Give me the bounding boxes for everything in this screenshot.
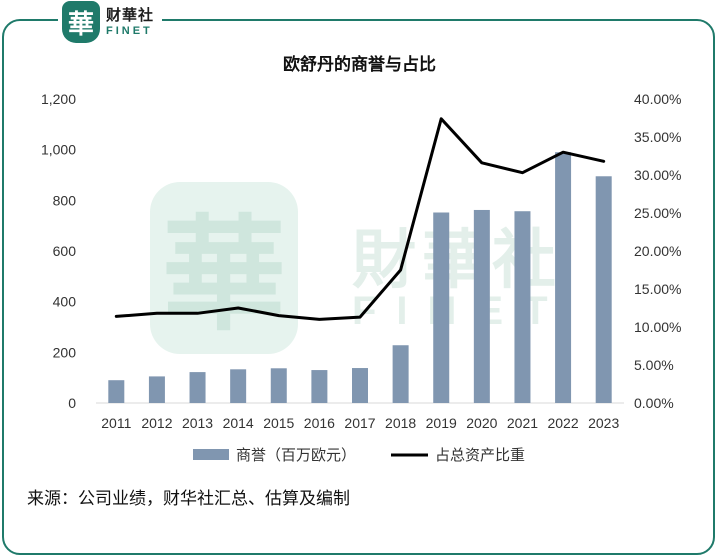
x-tick-label: 2012 [141,415,172,431]
x-tick-label: 2013 [182,415,213,431]
x-tick-label: 2017 [344,415,375,431]
x-tick-label: 2011 [101,415,131,431]
y-left-tick-label: 800 [53,192,77,208]
x-tick-label: 2022 [547,415,578,431]
x-tick-label: 2018 [385,415,416,431]
y-right-tick-label: 0.00% [634,395,674,411]
logo-glyph: 華 [67,9,94,40]
bar [148,376,165,403]
bar [352,368,368,403]
bar [473,209,490,403]
bar [392,345,409,403]
x-tick-label: 2015 [263,415,294,431]
finet-logo: 華 财華社 FINET [58,0,163,44]
y-left-tick-label: 200 [53,344,77,360]
y-right-tick-label: 40.00% [634,91,681,107]
legend-line-label: 占总资产比重 [435,446,525,464]
legend-bar-label: 商誉（百万欧元） [236,446,356,464]
bar [108,380,125,403]
y-left-tick-label: 1,000 [41,142,76,158]
x-tick-label: 2023 [588,415,619,431]
x-tick-label: 2014 [223,415,254,431]
y-left-tick-label: 400 [53,294,77,310]
plot-area: 0 200 400 600 800 1,000 1,200 0.00% 5.00% 10.00% 1… [41,91,682,464]
logo-cn: 财華社 [106,5,155,24]
x-tick-label: 2019 [426,415,457,431]
bar [230,369,247,403]
bar [514,211,531,403]
bar [311,370,328,403]
x-tick-label: 2016 [304,415,335,431]
line-series [114,117,606,321]
y-left-tick-label: 0 [68,395,76,411]
chart-title: 欧舒丹的商誉与占比 [283,55,436,75]
y-right-tick-label: 15.00% [634,281,681,297]
watermark-cn: 財華社 [352,224,562,298]
x-tick-label: 2021 [507,415,538,431]
bar [555,152,572,403]
y-right-tick-label: 10.00% [634,319,681,335]
watermark-glyph: 華 [162,203,286,348]
y-right-tick-label: 35.00% [634,129,681,145]
y-left-tick-label: 600 [53,243,77,259]
watermark: 華 財華社 FINET [150,182,568,354]
logo-en: FINET [106,24,153,37]
bar [189,372,206,403]
y-right-tick-label: 20.00% [634,243,681,259]
legend-bar-swatch [193,449,229,460]
y-right-tick-label: 25.00% [634,205,681,221]
watermark-en: FINET [352,289,568,333]
x-tick-label: 2020 [466,415,497,431]
y-left-tick-label: 1,200 [41,91,76,107]
y-right-tick-label: 30.00% [634,167,681,183]
source-note: 来源：公司业绩，财华社汇总、估算及编制 [27,489,350,509]
logo-badge: 華 [62,1,100,43]
bar [433,212,450,403]
bar [595,176,612,403]
y-right-tick-label: 5.00% [634,357,674,373]
logo-text: 财華社 FINET [106,5,155,37]
bar [270,368,287,403]
